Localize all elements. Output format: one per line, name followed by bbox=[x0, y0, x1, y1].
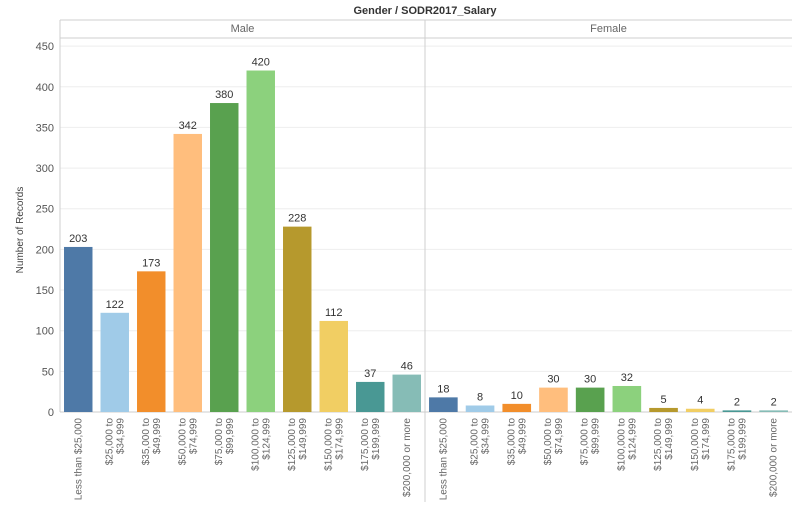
y-tick-label: 200 bbox=[36, 244, 54, 256]
data-label: 112 bbox=[325, 307, 343, 319]
bar-female-5 bbox=[612, 385, 642, 412]
x-tick-label: $74,999 bbox=[554, 418, 565, 455]
data-label: 5 bbox=[660, 394, 666, 406]
bar-female-2 bbox=[502, 403, 532, 412]
bar-female-1 bbox=[465, 405, 495, 412]
x-tick-label: $149,999 bbox=[298, 418, 309, 460]
grid-lines bbox=[60, 45, 792, 413]
panels: Male Female bbox=[59, 19, 792, 502]
bar-female-8 bbox=[722, 410, 752, 412]
y-tick-label: 300 bbox=[36, 163, 54, 175]
data-label: 122 bbox=[106, 299, 124, 311]
data-label: 173 bbox=[142, 257, 160, 269]
y-tick-label: 0 bbox=[48, 407, 54, 419]
data-label: 46 bbox=[401, 361, 413, 373]
x-tick-label: $200,000 or more bbox=[769, 418, 780, 497]
bars: 203 122 173 342 380 420 228 112 37 46 18 8 10 30 30 32 5… bbox=[64, 57, 788, 413]
data-label: 342 bbox=[179, 120, 197, 132]
data-label: 8 bbox=[477, 391, 483, 403]
data-label: 4 bbox=[697, 395, 703, 407]
bar-male-2 bbox=[137, 271, 166, 412]
bar-male-8 bbox=[356, 381, 385, 412]
bar-female-7 bbox=[685, 408, 715, 412]
x-tick-label: $50,000 to bbox=[543, 418, 554, 466]
data-label: 380 bbox=[215, 89, 233, 101]
x-tick-label: $175,000 to bbox=[726, 418, 737, 471]
x-tick-label: $174,999 bbox=[701, 418, 712, 460]
bar-female-9 bbox=[759, 410, 788, 412]
x-tick-label: $200,000 or more bbox=[402, 418, 413, 497]
data-label: 228 bbox=[288, 213, 306, 225]
y-axis-label: Number of Records bbox=[15, 187, 26, 274]
bar-male-5 bbox=[246, 70, 275, 413]
x-tick-label: $125,000 to bbox=[287, 418, 298, 471]
bar-female-4 bbox=[575, 387, 605, 412]
y-tick-label: 450 bbox=[36, 41, 54, 53]
x-tick-label: $74,999 bbox=[188, 418, 199, 455]
bar-male-7 bbox=[319, 320, 348, 412]
x-tick-label: $124,999 bbox=[261, 418, 272, 460]
bar-female-0 bbox=[429, 397, 458, 412]
x-tick-label: $99,999 bbox=[225, 418, 236, 455]
data-label: 10 bbox=[511, 390, 523, 402]
x-tick-label: $34,999 bbox=[481, 418, 492, 455]
x-tick-label: $175,000 to bbox=[360, 418, 371, 471]
data-label: 30 bbox=[547, 374, 559, 386]
y-tick-label: 400 bbox=[36, 82, 54, 94]
data-label: 30 bbox=[584, 374, 596, 386]
y-axis-ticks: 0 50 100 150 200 250 300 350 400 450 bbox=[36, 41, 54, 419]
y-tick-label: 50 bbox=[42, 366, 54, 378]
x-tick-label: $100,000 to bbox=[616, 418, 627, 471]
data-label: 420 bbox=[252, 57, 270, 69]
x-tick-label: $49,999 bbox=[517, 418, 528, 455]
bar-male-3 bbox=[173, 133, 202, 412]
x-tick-label: $199,999 bbox=[737, 418, 748, 460]
bar-male-0 bbox=[64, 246, 93, 412]
x-tick-label: $99,999 bbox=[591, 418, 602, 455]
data-label: 2 bbox=[734, 396, 740, 408]
data-label: 2 bbox=[771, 396, 777, 408]
x-tick-label: $75,000 to bbox=[580, 418, 591, 466]
panel-header-female: Female bbox=[590, 23, 627, 35]
x-tick-label: Less than $25,000 bbox=[73, 418, 84, 501]
y-tick-label: 100 bbox=[36, 326, 54, 338]
bar-female-3 bbox=[539, 387, 568, 412]
bar-female-6 bbox=[649, 407, 678, 412]
x-tick-label: $149,999 bbox=[664, 418, 675, 460]
x-tick-label: $35,000 to bbox=[506, 418, 517, 466]
x-tick-label: $35,000 to bbox=[141, 418, 152, 466]
y-tick-label: 250 bbox=[36, 204, 54, 216]
x-tick-label: $150,000 to bbox=[690, 418, 701, 471]
bar-male-4 bbox=[210, 103, 239, 412]
data-label: 203 bbox=[69, 233, 87, 245]
panel-header-male: Male bbox=[231, 23, 255, 35]
x-tick-label: $50,000 to bbox=[177, 418, 188, 466]
x-tick-label: $25,000 to bbox=[104, 418, 115, 466]
data-label: 37 bbox=[364, 368, 376, 380]
data-label: 18 bbox=[437, 383, 449, 395]
x-tick-label: $75,000 to bbox=[214, 418, 225, 466]
x-tick-label: Less than $25,000 bbox=[438, 418, 449, 501]
x-tick-label: $34,999 bbox=[115, 418, 126, 455]
x-tick-label: $150,000 to bbox=[323, 418, 334, 471]
y-tick-label: 150 bbox=[36, 285, 54, 297]
x-tick-label: $174,999 bbox=[334, 418, 345, 460]
y-tick-label: 350 bbox=[36, 122, 54, 134]
data-label: 32 bbox=[621, 372, 633, 384]
x-tick-label: $49,999 bbox=[152, 418, 163, 455]
bar-male-6 bbox=[283, 226, 312, 412]
x-tick-label: $125,000 to bbox=[653, 418, 664, 471]
x-tick-label: $100,000 to bbox=[250, 418, 261, 471]
x-axis-ticks: Less than $25,000 $25,000 to $34,999 $35,00… bbox=[73, 418, 779, 501]
x-tick-label: $199,999 bbox=[371, 418, 382, 460]
x-tick-label: $25,000 to bbox=[470, 418, 481, 466]
bar-male-1 bbox=[100, 312, 129, 412]
bar-male-9 bbox=[392, 374, 421, 412]
x-tick-label: $124,999 bbox=[627, 418, 638, 460]
chart-title: Gender / SODR2017_Salary bbox=[353, 5, 497, 17]
